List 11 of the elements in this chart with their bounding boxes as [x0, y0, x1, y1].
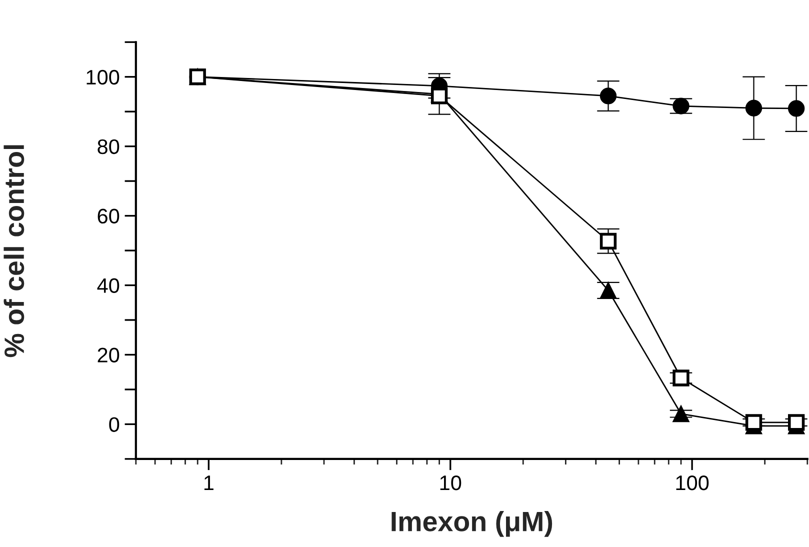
y-axis-title: % of cell control	[4, 145, 24, 358]
x-axis-title: Imexon (μM)	[392, 510, 552, 537]
y-tick-label: 60	[98, 208, 120, 224]
y-tick-label: 100	[86, 70, 120, 85]
y-tick-label: 80	[98, 139, 120, 154]
y-tick-label: 40	[97, 278, 120, 294]
x-tick-label: 10	[440, 475, 462, 490]
x-tick-label: 1	[204, 476, 214, 490]
x-tick-label: 100	[676, 475, 709, 490]
y-tick-label: 0	[109, 417, 120, 432]
y-tick-label: 20	[98, 348, 120, 362]
